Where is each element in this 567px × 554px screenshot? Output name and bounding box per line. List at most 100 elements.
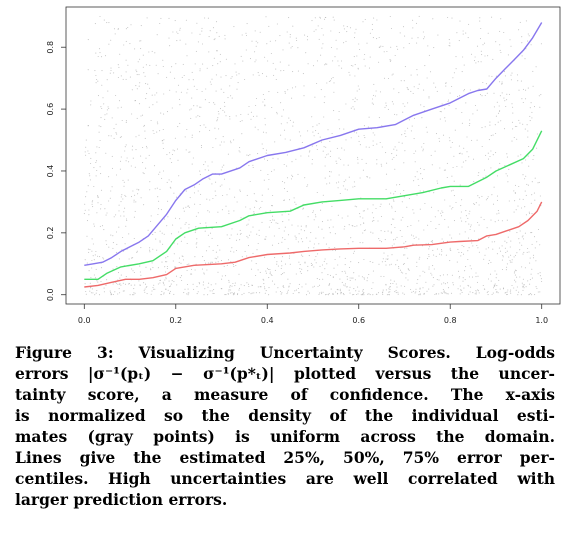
scatter-point	[131, 257, 133, 259]
scatter-point	[367, 293, 369, 295]
scatter-point	[353, 37, 356, 39]
scatter-point	[136, 251, 138, 253]
scatter-point	[307, 216, 309, 218]
scatter-point	[139, 265, 141, 267]
scatter-point	[368, 146, 370, 148]
scatter-point	[383, 275, 385, 278]
scatter-point	[316, 191, 318, 194]
scatter-point	[151, 50, 153, 52]
scatter-point	[284, 226, 286, 228]
scatter-point	[164, 271, 167, 273]
scatter-point	[286, 293, 288, 295]
scatter-point	[494, 221, 496, 223]
scatter-point	[295, 289, 297, 291]
scatter-point	[532, 158, 534, 161]
scatter-point	[425, 126, 427, 128]
scatter-point	[96, 212, 98, 214]
scatter-point	[99, 166, 101, 168]
scatter-point	[156, 34, 158, 36]
scatter-point	[534, 177, 536, 179]
scatter-point	[269, 219, 271, 222]
scatter-point	[535, 260, 537, 262]
scatter-point	[234, 63, 236, 65]
scatter-point	[298, 283, 300, 285]
scatter-point	[389, 60, 391, 63]
scatter-point	[449, 140, 451, 142]
scatter-point	[391, 74, 393, 76]
scatter-point	[388, 203, 391, 205]
scatter-point	[354, 225, 356, 228]
scatter-point	[525, 48, 527, 50]
scatter-point	[145, 157, 147, 159]
scatter-point	[408, 42, 410, 45]
scatter-point	[248, 285, 250, 288]
scatter-point	[264, 56, 266, 58]
scatter-point	[290, 178, 293, 180]
scatter-point	[508, 256, 510, 258]
scatter-point	[396, 184, 398, 186]
scatter-point	[338, 31, 340, 34]
scatter-point	[498, 105, 500, 107]
scatter-point	[382, 291, 384, 293]
scatter-point	[169, 158, 171, 160]
scatter-point	[487, 278, 490, 280]
scatter-point	[172, 224, 174, 226]
scatter-point	[156, 92, 158, 94]
scatter-point	[233, 251, 235, 253]
scatter-point	[449, 205, 451, 207]
scatter-point	[143, 72, 145, 74]
scatter-point	[353, 108, 355, 110]
scatter-point	[124, 146, 126, 148]
scatter-point	[449, 247, 451, 249]
scatter-point	[100, 208, 102, 210]
scatter-point	[380, 215, 383, 218]
scatter-point	[248, 105, 250, 108]
scatter-point	[281, 180, 284, 183]
scatter-point	[515, 289, 517, 291]
scatter-point	[98, 131, 100, 133]
scatter-point	[514, 125, 516, 127]
scatter-point	[390, 224, 392, 226]
scatter-point	[256, 233, 258, 235]
scatter-point	[330, 219, 332, 221]
scatter-point	[506, 291, 508, 293]
scatter-point	[196, 22, 198, 24]
scatter-point	[531, 213, 533, 215]
scatter-point	[524, 190, 526, 192]
scatter-point	[180, 227, 182, 229]
scatter-point	[493, 92, 495, 94]
scatter-point	[224, 105, 226, 107]
scatter-point	[136, 71, 138, 73]
scatter-point	[146, 93, 148, 95]
scatter-point	[223, 101, 226, 103]
scatter-point	[200, 146, 203, 149]
scatter-point	[415, 236, 417, 238]
scatter-point	[144, 288, 146, 290]
scatter-point	[167, 216, 169, 218]
scatter-point	[300, 272, 302, 275]
scatter-point	[217, 261, 219, 263]
scatter-point	[221, 275, 223, 277]
scatter-point	[500, 51, 502, 54]
scatter-point	[439, 167, 441, 169]
scatter-point	[97, 281, 99, 283]
scatter-point	[474, 104, 477, 107]
scatter-point	[401, 235, 403, 238]
scatter-point	[251, 284, 254, 286]
scatter-point	[159, 230, 161, 232]
scatter-point	[230, 234, 232, 236]
scatter-point	[418, 15, 420, 17]
scatter-point	[494, 124, 496, 126]
scatter-point	[179, 122, 181, 124]
scatter-point	[158, 173, 160, 175]
scatter-point	[110, 293, 112, 295]
scatter-point	[509, 230, 511, 232]
scatter-point	[269, 269, 271, 271]
scatter-point	[93, 185, 95, 188]
scatter-point	[383, 51, 385, 53]
scatter-point	[184, 288, 186, 290]
scatter-point	[474, 293, 476, 295]
scatter-point	[356, 90, 358, 92]
scatter-point	[238, 287, 241, 289]
scatter-point	[161, 140, 163, 142]
